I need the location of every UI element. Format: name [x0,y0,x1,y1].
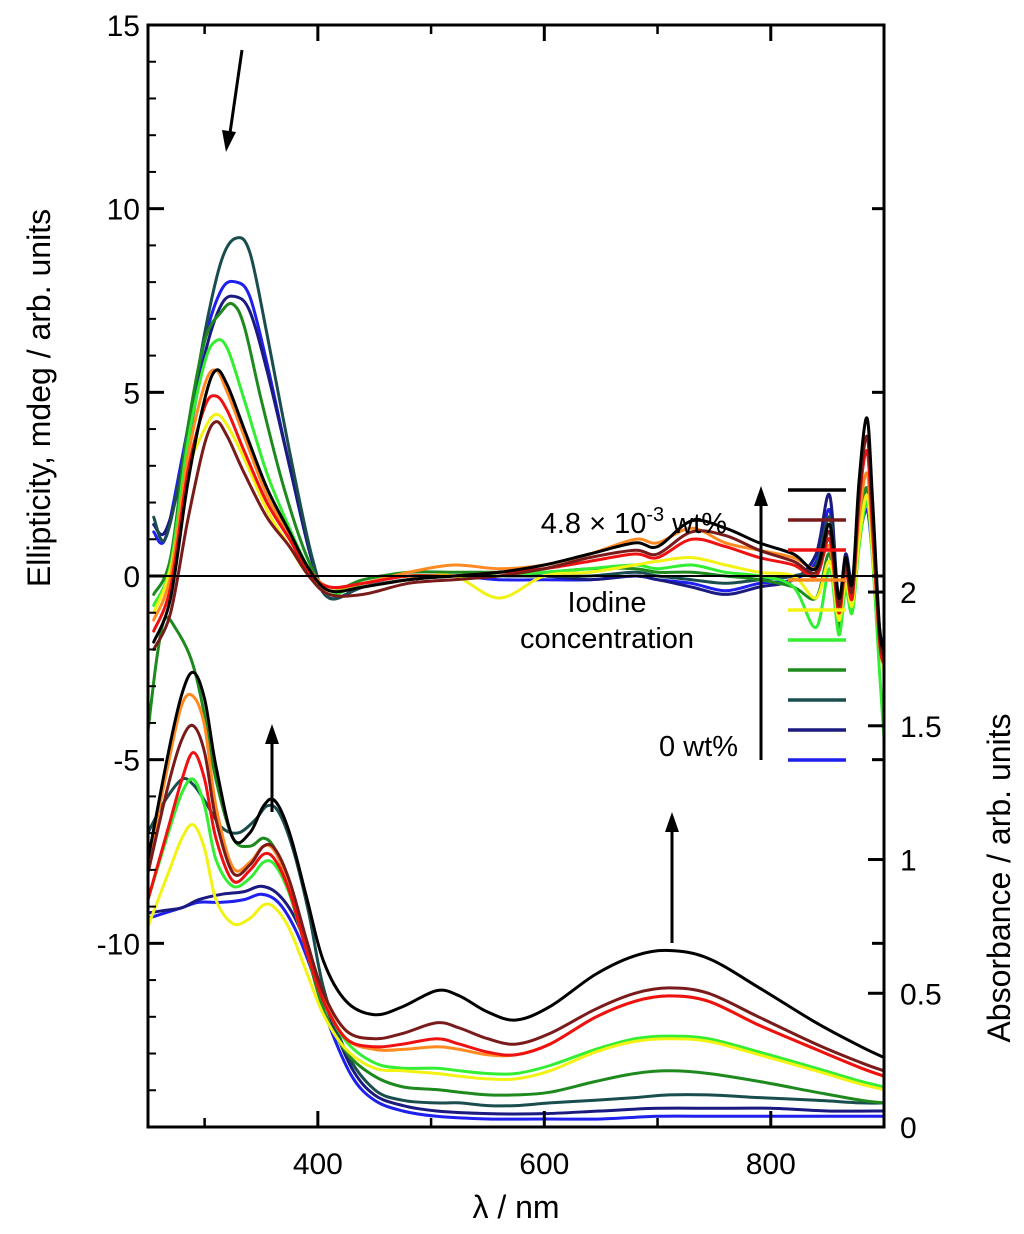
legend-top-suffix: wt% [664,508,727,540]
cd-series-10 [152,279,886,659]
cd-tick-label-10: 10 [107,194,140,227]
x-tick-label-600: 600 [519,1148,569,1181]
cd-tick-label--5: -5 [113,745,140,778]
cd-series-3 [152,394,886,666]
cd-tick-label--10: -10 [97,928,140,961]
abs-tick-label-0.5: 0.5 [900,978,942,1011]
series-layer [146,236,886,1121]
cd-series-1 [152,368,886,651]
annotation-arrow-cd [222,49,244,152]
abs-series-5 [146,823,886,1092]
annotation-arrow-abs-710 [665,812,679,943]
legend-bottom-label: 0 wt% [659,731,738,763]
cd-arrow-shaft [228,49,244,134]
abs-series-10 [146,892,886,1121]
cd-series-2 [152,420,886,659]
cd-tick-label-0: 0 [123,561,140,594]
abs-tick-label-1.5: 1.5 [900,711,942,744]
annotation-arrow-abs-360 [265,724,279,812]
legend-middle-label-1: Iodine [567,587,646,619]
legend-top-prefix: 4.8 × 10 [541,508,647,540]
cd-arrow-head [222,130,236,152]
legend: 4.8 × 10-3 wt% Iodine concentration 0 wt… [520,486,846,763]
abs-tick-label-1: 1 [900,845,917,878]
abs-series-2 [146,723,886,1073]
legend-middle-label-2: concentration [520,623,694,655]
cd-series-8 [152,236,886,659]
legend-swatches [788,488,846,762]
abs-series-3 [146,751,886,1078]
cd-tick-label-15: 15 [107,10,140,43]
abs-series-6 [146,777,886,1089]
abs-tick-label-0: 0 [900,1112,917,1145]
legend-top-label: 4.8 × 10-3 wt% [541,504,727,540]
y-axis-right-label: Absorbance / arb. units [981,713,1017,1042]
x-axis-label: λ / nm [472,1189,559,1225]
cd-tick-label-5: 5 [123,377,140,410]
x-tick-label-400: 400 [293,1148,343,1181]
y-axis-left-label: Ellipticity, mdeg / arb. units [21,209,57,587]
abs-tick-label-2: 2 [900,577,917,610]
cd-series-6 [152,338,886,740]
cd-series-5 [152,412,886,673]
legend-top-exponent: -3 [646,504,664,526]
abs-series-7 [146,616,886,1105]
ticks-layer: 400 600 800 15 10 5 0 -5 -10 0 0.5 1 1.5 2 [97,10,942,1181]
abs-series-1 [146,670,886,1059]
x-tick-label-800: 800 [746,1148,796,1181]
abs710-arrow-head [665,812,679,832]
abs360-arrow-head [265,724,279,744]
concentration-arrow-head [754,486,768,506]
